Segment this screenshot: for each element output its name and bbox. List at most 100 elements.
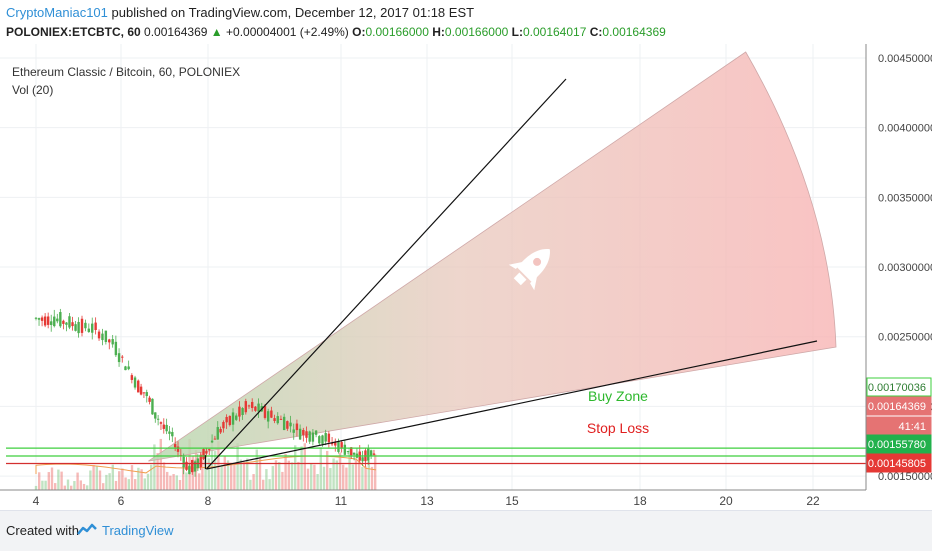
volume-bar [268,479,271,490]
volume-bar [348,447,351,490]
chart-svg[interactable]: Ethereum Classic / Bitcoin, 60, POLONIEX… [0,44,932,510]
candle-body [77,321,80,334]
candle-body [308,431,311,442]
volume-bar [361,466,364,490]
candle-body [235,415,238,420]
up-arrow-icon: ▲ [210,25,223,39]
candle-body [202,449,205,459]
price-tick-label: 0.00150000 [878,471,932,483]
price-tag-label: 0.00164369 [868,401,926,413]
candles [34,308,376,477]
volume-bar [271,466,274,490]
volume-bar [281,471,284,490]
candle-body [241,408,244,415]
volume-bar [239,459,242,490]
candle-body [68,316,71,328]
candle-body [266,411,270,422]
candle-body [254,406,257,411]
volume-bar [370,466,374,490]
volume-indicator-label: Vol (20) [12,83,53,97]
price-tag-label: 0.00155780 [868,439,926,451]
candle-body [182,456,185,468]
candle-body [298,428,302,440]
candle-body [191,460,194,473]
volume-bar [332,458,335,490]
candle-body [121,356,124,358]
candle-body [159,422,163,424]
volume-bar [108,473,111,490]
time-axis[interactable]: 4 6 8 11 13 15 18 20 22 [33,494,820,508]
volume-bar [287,460,290,490]
volume-bar [50,467,54,490]
volume-bar [156,453,159,490]
fan-projection-shape[interactable] [148,51,837,462]
volume-bar [364,466,367,490]
trend-lines[interactable] [204,78,818,470]
candle-body [361,457,364,462]
volume-bar [342,464,345,490]
volume-bar [63,485,66,490]
volume-bar [127,479,130,490]
volume-bar [102,483,105,490]
candle-body [56,318,59,322]
candle-body [34,317,38,319]
volume-bar [146,473,150,490]
volume-bar [313,464,316,490]
candle-body [133,377,137,388]
candle-body [213,438,217,440]
price-tick-label: 0.00450000 [878,53,932,65]
candle-body [250,401,254,408]
candle-body [40,317,44,321]
volume-bar [134,479,137,490]
candle-body [263,405,267,418]
candle-body [173,444,177,448]
candle-body [193,461,197,472]
candle-body [53,316,56,327]
volume-bar [92,465,95,490]
candle-body [154,412,157,419]
candle-body [367,448,370,461]
candle-body [321,435,324,444]
volume-bar [47,472,50,490]
candle-body [210,440,214,443]
volume-bar [95,466,98,490]
symbol-label: POLONIEX:ETCBTC, 60 [6,25,141,39]
candle-body [289,422,292,427]
volume-bar [54,483,57,490]
volume-bar [201,452,204,490]
volume-bar [82,483,86,490]
tradingview-brand-link[interactable]: TradingView [102,523,174,538]
time-tick-label: 6 [118,494,125,508]
stop-loss-annotation: Stop Loss [587,420,649,436]
candle-body [205,451,208,454]
volume-bar [124,477,127,490]
volume-bar [294,445,297,490]
candle-body [324,433,327,442]
volume-bar [255,449,258,490]
price-tag-label: 0.00170036 [868,382,926,394]
volume-bar [140,469,143,490]
close-label: C: [589,25,603,39]
chart-area[interactable]: Ethereum Classic / Bitcoin, 60, POLONIEX… [0,44,932,510]
lower-trend-line [206,340,818,470]
volume-bar [358,461,361,490]
price-tag-box [866,396,932,416]
candle-body [199,454,202,468]
volume-bar [185,472,188,490]
tradingview-logo-icon[interactable] [76,522,98,538]
price-tags: 0.00170036 0.00164369 41:41 0.00155780 0.001… [866,377,932,473]
volume-bar [297,461,300,490]
volume-bar [329,468,332,490]
publish-info: CryptoManiac101 published on TradingView… [6,5,474,20]
author-link[interactable]: CryptoManiac101 [6,5,108,20]
volume-bar [319,447,322,490]
volume-bar [159,438,162,490]
candle-body [346,450,350,452]
volume-bar [41,480,44,490]
volume-bar [300,446,303,490]
volume-bar [249,479,252,490]
volume-bar [284,454,287,490]
volume-bar [335,460,338,490]
candle-body [165,424,168,432]
time-tick-label: 22 [806,494,820,508]
